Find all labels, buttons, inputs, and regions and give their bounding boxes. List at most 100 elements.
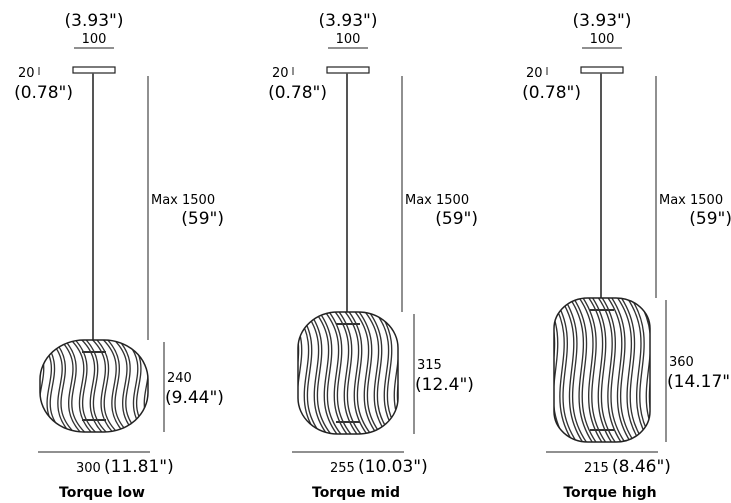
slat-inner — [434, 308, 462, 438]
canopy — [326, 66, 370, 74]
slat — [166, 336, 194, 436]
height-inches: (9.44") — [165, 388, 224, 408]
slat-inner — [79, 340, 109, 432]
canopy-mm: 100 — [590, 32, 615, 47]
slat — [254, 308, 282, 438]
slat — [414, 308, 442, 438]
slat-inner — [587, 298, 617, 442]
slat — [492, 294, 520, 446]
slat-inner — [234, 308, 262, 438]
slat — [502, 294, 530, 446]
slat — [511, 294, 539, 446]
slat — [143, 340, 148, 432]
slat-inner — [188, 336, 216, 436]
canopy-height-inches: (0.78") — [522, 83, 581, 103]
slat-inner — [264, 308, 292, 438]
shade — [234, 308, 462, 438]
slat-inner — [404, 308, 432, 438]
slat-inner — [414, 308, 442, 438]
shade-outline — [39, 339, 149, 433]
shade-outline — [553, 297, 651, 443]
slat — [434, 308, 462, 438]
max-length-mm: Max 1500 — [405, 193, 469, 208]
canopy-height-mm: 20 — [272, 66, 289, 81]
slat-inner — [254, 308, 282, 438]
width-inches: (11.81") — [104, 457, 174, 477]
slat-inner — [596, 298, 627, 442]
slat — [404, 308, 432, 438]
width-inches: (10.03") — [358, 457, 428, 477]
canopy-height-mm: 20 — [18, 66, 35, 81]
slat — [0, 336, 11, 436]
slat — [40, 340, 45, 432]
slat-inner — [0, 336, 11, 436]
slat-inner — [4, 336, 32, 436]
height-mm: 360 — [669, 355, 694, 370]
slat-inner — [177, 336, 205, 436]
slat — [188, 336, 216, 436]
slat-inner — [684, 294, 712, 446]
canopy-mm: 100 — [336, 32, 361, 47]
canopy — [580, 66, 624, 74]
slat-inner — [554, 298, 579, 442]
max-length-inches: (59") — [181, 209, 224, 229]
slat-inner — [90, 340, 120, 432]
slat — [234, 308, 262, 438]
slat-inner — [313, 312, 343, 434]
slat — [244, 308, 272, 438]
slat-inner — [424, 308, 452, 438]
slat — [4, 336, 32, 436]
max-length-mm: Max 1500 — [659, 193, 723, 208]
slat — [684, 294, 712, 446]
slat-inner — [353, 312, 383, 434]
slat-inner — [674, 294, 702, 446]
slat-inner — [502, 294, 530, 446]
lamp-name: Torque mid — [312, 485, 400, 501]
slat — [424, 308, 452, 438]
slat — [0, 336, 22, 436]
lamp-name: Torque low — [59, 485, 145, 501]
slat-inner — [68, 340, 98, 432]
shade — [492, 294, 712, 446]
slat-inner — [616, 298, 646, 442]
slat-inner — [166, 336, 194, 436]
slat-inner — [144, 340, 148, 432]
canopy-mm: 100 — [82, 32, 107, 47]
slat-inner — [568, 298, 598, 442]
slat-inner — [665, 294, 693, 446]
canopy-inches: (3.93") — [65, 11, 124, 31]
shade — [0, 336, 216, 436]
slat-inner — [606, 298, 636, 442]
width-mm: 215 — [584, 461, 609, 476]
slat-inner — [244, 308, 272, 438]
height-inches: (12.4") — [415, 375, 474, 395]
max-length-inches: (59") — [689, 209, 731, 229]
canopy-height-inches: (0.78") — [14, 83, 73, 103]
shade-outline — [297, 311, 399, 435]
slat — [674, 294, 702, 446]
slat-inner — [511, 294, 539, 446]
canopy-inches: (3.93") — [573, 11, 632, 31]
slat-inner — [363, 312, 393, 434]
slat — [521, 294, 549, 446]
slat-inner — [0, 336, 22, 436]
canopy-height-inches: (0.78") — [268, 83, 327, 103]
width-inches: (8.46") — [612, 457, 671, 477]
slat-inner — [655, 294, 683, 446]
slat — [665, 294, 693, 446]
slat-inner — [303, 312, 333, 434]
slat-inner — [558, 298, 588, 442]
slat — [264, 308, 292, 438]
slat-inner — [492, 294, 520, 446]
slat-inner — [40, 340, 44, 432]
canopy — [72, 66, 116, 74]
max-length-inches: (59") — [435, 209, 478, 229]
height-mm: 315 — [417, 358, 442, 373]
slat — [156, 336, 184, 436]
slat — [177, 336, 205, 436]
slat-inner — [521, 294, 549, 446]
height-mm: 240 — [167, 371, 192, 386]
lamp-name: Torque high — [563, 485, 656, 501]
slat-inner — [100, 340, 131, 432]
